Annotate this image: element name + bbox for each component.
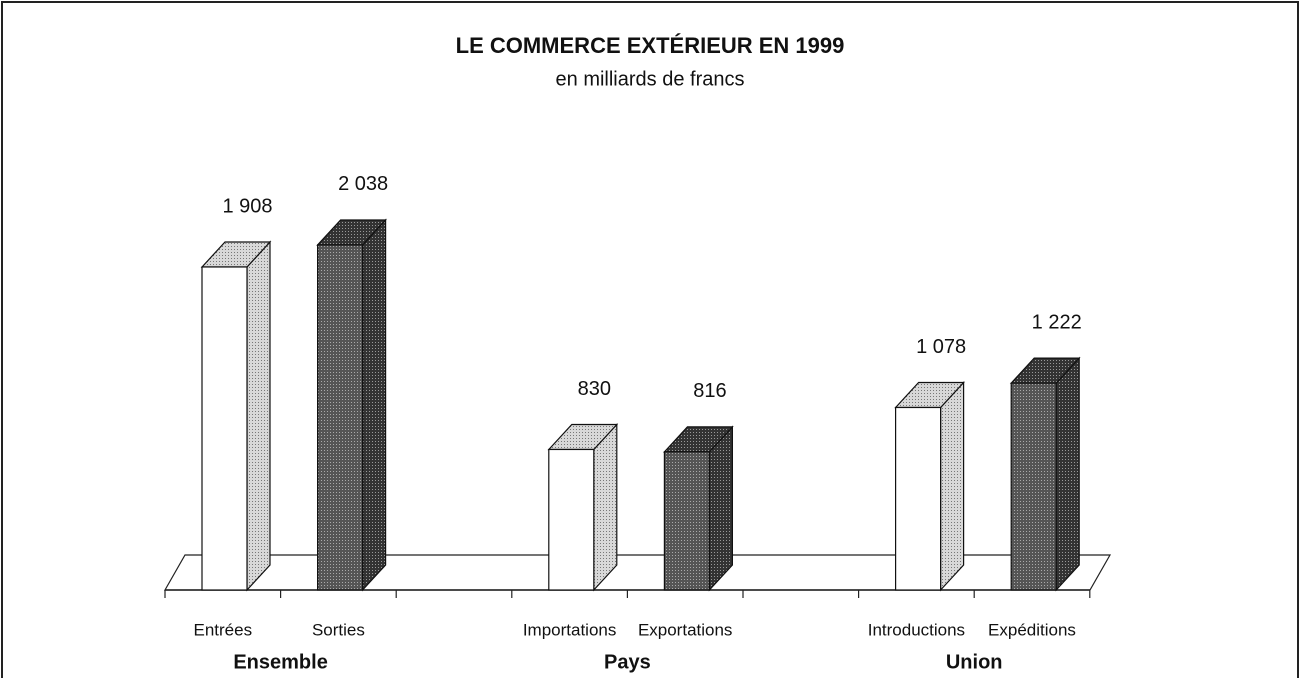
x-tick-label: Importations [523,620,617,639]
chart-subtitle: en milliards de francs [556,68,745,90]
bar-front [663,451,711,591]
value-label: 1 078 [916,336,966,358]
bar [200,240,272,592]
bar-front [1010,382,1057,591]
floor [163,554,1112,591]
group-label: Ensemble [233,651,327,673]
bar-side [708,425,734,592]
x-tick-label: Entrées [194,620,253,639]
bar [663,425,734,592]
bar [1009,356,1081,592]
bar-side [939,380,965,592]
value-label: 2 038 [338,173,388,195]
group-label: Pays [604,651,651,673]
bar-front [548,448,595,591]
bar [894,380,965,592]
bar-side [246,240,271,592]
bar-front [317,244,364,591]
bar-side [593,422,618,592]
bar [547,422,619,592]
group-label: Union [946,651,1003,673]
x-tick-label: Sorties [312,620,365,639]
bar-front [894,406,942,591]
bar-front [201,266,248,591]
x-tick-label: Exportations [638,620,733,639]
bar-side [362,218,387,592]
bar [316,218,387,592]
x-tick-label: Introductions [868,620,965,639]
x-tick-label: Expéditions [988,620,1076,639]
value-label: 816 [693,380,726,402]
value-label: 830 [578,378,611,400]
chart-title: LE COMMERCE EXTÉRIEUR EN 1999 [456,33,845,58]
bar-side [1055,356,1080,592]
value-label: 1 222 [1032,311,1082,333]
value-label: 1 908 [222,195,272,217]
